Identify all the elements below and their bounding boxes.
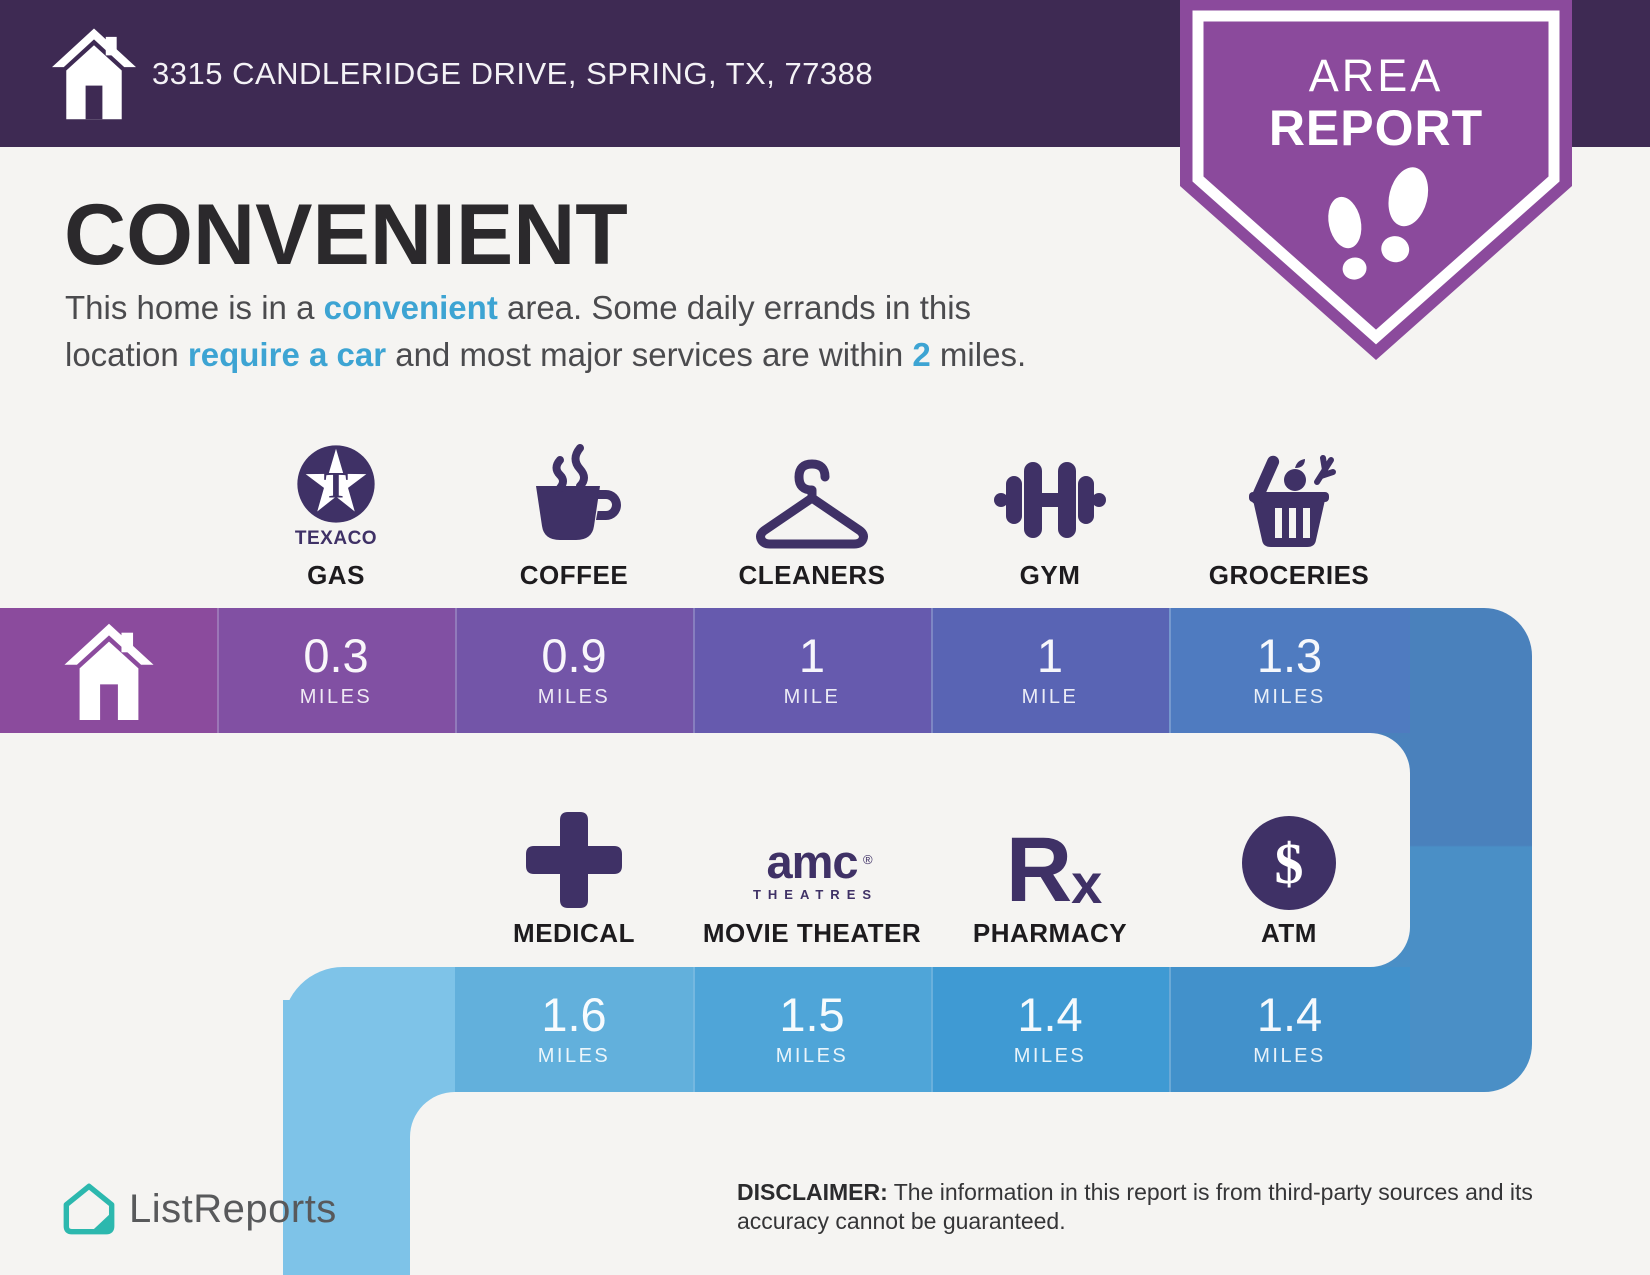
footprints-icon — [1310, 162, 1444, 297]
coffee-cup-icon — [536, 444, 621, 540]
distance-cell-medical: 1.6 MILES — [455, 967, 693, 1092]
amenity-groceries — [1169, 416, 1409, 550]
intro-highlight-convenient: convenient — [323, 289, 498, 326]
property-address: 3315 CANDLERIDGE DRIVE, SPRING, TX, 7738… — [152, 55, 874, 91]
home-icon — [52, 26, 136, 125]
intro-highlight-miles: 2 — [912, 336, 931, 373]
amenity-label-movie-theater: MOVIE THEATER — [702, 918, 922, 948]
texaco-brand-text: TEXACO — [294, 528, 378, 549]
disclaimer-text: The information in this report is from t… — [737, 1179, 1533, 1234]
intro-text-2b: location — [65, 336, 188, 373]
amenity-movie-theater: amc ® THEATRES — [692, 788, 932, 910]
amenity-label-coffee: COFFEE — [519, 560, 629, 590]
amenity-label-gas: GAS — [307, 560, 365, 590]
amenity-medical — [454, 788, 694, 910]
distance-bar-home-cell — [0, 608, 217, 733]
distance-cell-movie-theater: 1.5 MILES — [693, 967, 931, 1092]
distance-value: 1.6 — [541, 988, 607, 1041]
distance-cell-cleaners: 1 MILE — [693, 608, 931, 733]
distance-unit: MILES — [537, 1045, 611, 1067]
distance-value: 1.4 — [1256, 988, 1323, 1041]
amenity-label-groceries: GROCERIES — [1208, 560, 1370, 590]
distance-unit: MILES — [1013, 1045, 1087, 1067]
distance-cell-groceries: 1.3 MILES — [1169, 608, 1410, 733]
distance-unit: MILES — [537, 686, 611, 708]
distance-value: 0.9 — [541, 629, 607, 682]
distance-unit: MILES — [299, 686, 373, 708]
intro-text-3: and most major services are within — [386, 336, 913, 373]
distance-cell-coffee: 0.9 MILES — [455, 608, 693, 733]
distance-value: 1 — [798, 629, 826, 682]
dumbbell-icon — [994, 462, 1106, 538]
intro-highlight-require-car: require a car — [187, 336, 387, 373]
distance-cell-gym: 1 MILE — [931, 608, 1169, 733]
distance-unit: MILES — [1253, 1045, 1326, 1067]
intro-paragraph: This home is in a convenient area. Some … — [65, 284, 1125, 378]
distance-cell-gas: 0.3 MILES — [217, 608, 455, 733]
distance-unit: MILE — [1021, 686, 1079, 708]
amenity-label-cleaners: CLEANERS — [738, 560, 886, 590]
intro-text-4: miles. — [930, 336, 1027, 373]
amc-theatres-text: THEATRES — [752, 887, 879, 902]
home-icon — [63, 623, 154, 720]
amenity-gym — [930, 416, 1170, 550]
intro-text-2: area. Some daily errands in this — [497, 289, 972, 326]
distance-cell-atm: 1.4 MILES — [1169, 967, 1410, 1092]
distance-value: 1.4 — [1017, 988, 1083, 1041]
page-title: CONVENIENT — [64, 187, 628, 283]
distance-value: 0.3 — [303, 629, 369, 682]
listreports-logo: ListReports — [62, 1182, 337, 1236]
amc-theatres-logo: amc ® THEATRES — [746, 835, 879, 902]
distance-value: 1.3 — [1256, 629, 1323, 682]
intro-text-1: This home is in a — [65, 289, 324, 326]
svg-text:T: T — [324, 464, 349, 505]
listreports-logo-text: ListReports — [129, 1186, 337, 1231]
badge-title-line2: REPORT — [1268, 100, 1484, 156]
medical-cross-icon — [526, 812, 622, 908]
amenity-label-gym: GYM — [1019, 560, 1081, 590]
amenity-label-atm: ATM — [1261, 918, 1317, 948]
dollar-circle-icon: $ — [1242, 816, 1336, 910]
amenity-label-medical: MEDICAL — [513, 918, 635, 948]
amc-logo-text: amc ® — [766, 835, 872, 888]
badge-title-line1: AREA — [1308, 50, 1444, 101]
amenity-atm: $ — [1169, 788, 1409, 910]
disclaimer: DISCLAIMER: The information in this repo… — [737, 1178, 1552, 1236]
hanger-icon — [756, 459, 868, 549]
listreports-house-icon — [63, 1183, 115, 1235]
snake-left-column — [283, 1000, 410, 1275]
disclaimer-label: DISCLAIMER: — [737, 1179, 888, 1205]
amenity-cleaners — [692, 416, 932, 550]
distance-unit: MILES — [775, 1045, 849, 1067]
amenity-label-pharmacy: PHARMACY — [972, 918, 1128, 948]
distance-unit: MILES — [1253, 686, 1326, 708]
distance-value: 1.5 — [779, 988, 845, 1041]
dollar-sign: $ — [1274, 830, 1304, 896]
registered-mark: ® — [862, 852, 873, 867]
distance-cell-pharmacy: 1.4 MILES — [931, 967, 1169, 1092]
snake-left-inner-fillet — [410, 1092, 830, 1275]
distance-value: 1 — [1036, 629, 1064, 682]
amenity-coffee — [454, 416, 694, 550]
grocery-basket-icon — [1249, 455, 1336, 547]
area-report-badge — [1180, 0, 1572, 362]
texaco-gas-icon: T — [297, 445, 375, 523]
amenity-gas: T TEXACO — [216, 416, 456, 550]
snake-right-column — [1410, 608, 1532, 1092]
distance-unit: MILE — [783, 686, 841, 708]
